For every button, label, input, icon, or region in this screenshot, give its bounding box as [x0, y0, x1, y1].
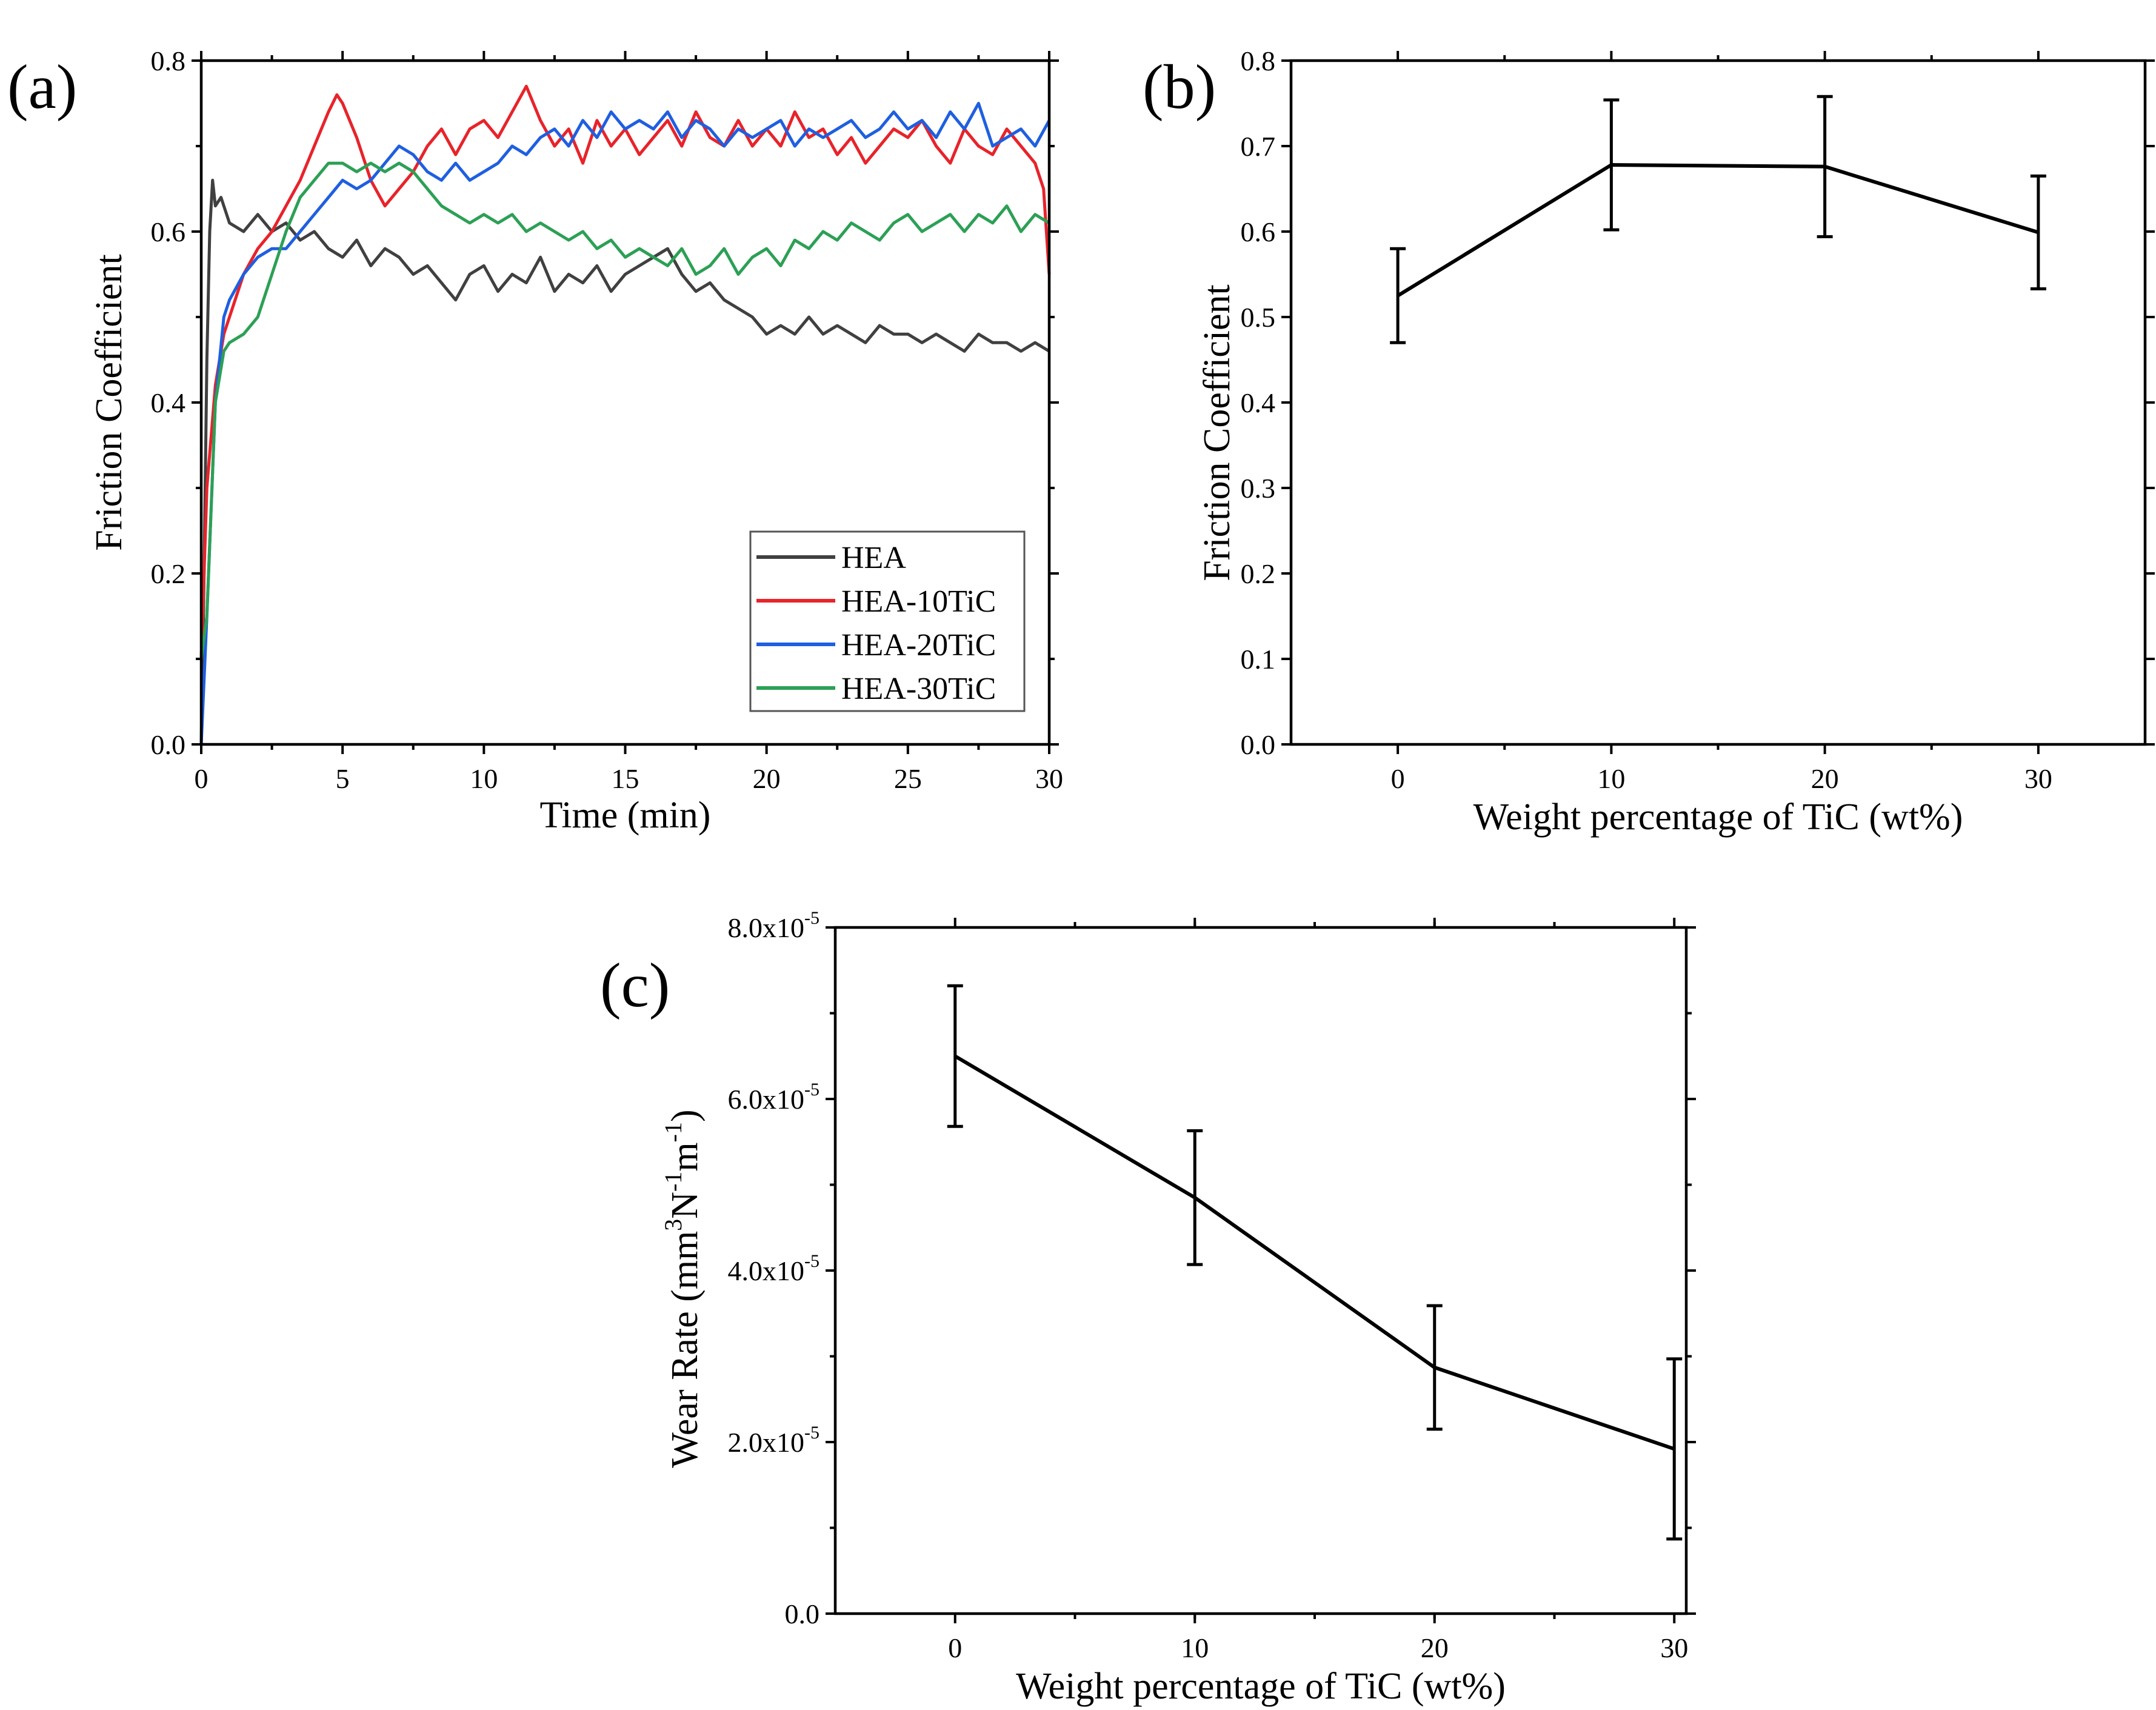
legend-label: HEA-20TiC	[841, 628, 996, 663]
panel-label: (c)	[600, 950, 670, 1020]
series-line	[954, 1054, 1675, 1451]
y-axis-title-part: N	[664, 1192, 706, 1219]
y-tick-label-base: 8.0x10	[728, 912, 805, 943]
y-tick-label: 0.7	[1241, 131, 1276, 162]
x-tick-label: 20	[753, 763, 781, 794]
y-tick-label: 8.0x10-5	[728, 908, 820, 943]
x-axis-title: Weight percentage of TiC (wt%)	[1016, 1666, 1506, 1707]
y-tick-label: 0.6	[1241, 216, 1276, 247]
y-tick-label-base: 0.0	[785, 1598, 820, 1629]
legend-label: HEA-10TiC	[841, 584, 996, 619]
y-tick-label-exponent: -5	[804, 1251, 819, 1271]
y-tick-label-base: 4.0x10	[728, 1255, 805, 1286]
y-axis-title-part: Wear Rate (mm	[664, 1231, 706, 1468]
x-tick-label: 20	[1421, 1632, 1449, 1663]
y-tick-label: 4.0x10-5	[728, 1251, 820, 1286]
x-tick-label: 30	[2024, 763, 2052, 794]
y-tick-label: 0.8	[1241, 45, 1276, 76]
y-axis-title-superscript: 3	[659, 1219, 687, 1231]
y-tick-label: 0.2	[1241, 558, 1276, 589]
x-axis-title: Time (min)	[540, 795, 711, 836]
x-tick-label: 0	[1391, 763, 1405, 794]
x-tick-label: 10	[1181, 1632, 1209, 1663]
y-tick-label: 6.0x10-5	[728, 1080, 820, 1115]
series-line	[1397, 163, 2039, 298]
x-axis-title: Weight percentage of TiC (wt%)	[1473, 797, 1963, 838]
y-tick-label: 0.4	[1241, 387, 1276, 418]
chart-panel-b: (b) Weight percentage of TiC (wt%) Frictio…	[1143, 45, 2155, 838]
y-tick-label: 0.0	[151, 729, 186, 760]
y-tick-label-base: 2.0x10	[728, 1427, 805, 1458]
y-axis-title-part: )	[664, 1109, 706, 1122]
series-line-hea	[199, 178, 1050, 745]
chart-panel-c: (c) Weight percentage of TiC (wt%) Wear Ra…	[600, 908, 1696, 1707]
y-tick-label: 0.8	[151, 45, 186, 76]
y-tick-label: 0.5	[1241, 302, 1276, 333]
y-tick-label: 0.0	[1241, 729, 1276, 760]
chart-panel-a: (a) Time (min) Friction Coefficient 0 5 10 15 2…	[7, 45, 1063, 836]
y-tick-label: 0.1	[1241, 644, 1276, 675]
x-tick-label: 25	[894, 763, 922, 794]
y-axis-title-superscript: -1	[659, 1172, 687, 1192]
series-line-hea-10tic	[199, 84, 1051, 660]
x-tick-label: 30	[1660, 1632, 1688, 1663]
x-tick-label: 30	[1035, 763, 1063, 794]
y-axis-title: Friction Coefficient	[1196, 284, 1238, 581]
x-tick-label: 20	[1811, 763, 1839, 794]
y-tick-label-exponent: -5	[804, 908, 819, 928]
x-tick-label: 5	[336, 763, 350, 794]
y-tick-label: 0.2	[151, 558, 186, 589]
y-axis-title: Wear Rate (mm3N-1m-1)	[659, 1109, 706, 1468]
y-axis-title-superscript: -1	[659, 1122, 687, 1142]
y-tick-label: 0.4	[151, 387, 186, 418]
y-tick-label: 2.0x10-5	[728, 1423, 820, 1458]
legend-box	[749, 530, 1026, 712]
legend-label: HEA-30TiC	[841, 672, 996, 706]
y-axis-title: Friction Coefficient	[88, 254, 130, 551]
y-tick-label: 0.6	[151, 216, 186, 247]
y-tick-label-exponent: -5	[804, 1423, 819, 1443]
series-line-hea-20tic	[199, 102, 1051, 745]
panel-label: (b)	[1143, 52, 1216, 122]
y-tick-label: 0.3	[1241, 473, 1276, 504]
x-tick-label: 0	[948, 1632, 962, 1663]
x-tick-label: 15	[612, 763, 639, 794]
panel-label: (a)	[7, 52, 77, 122]
series-line-hea-30tic	[199, 161, 1050, 660]
y-tick-label-base: 6.0x10	[728, 1084, 805, 1115]
y-axis-title-part: m	[664, 1142, 706, 1171]
y-tick-label: 0.0	[785, 1598, 820, 1629]
x-tick-label: 10	[470, 763, 498, 794]
legend-label: HEA	[841, 541, 906, 575]
y-tick-label-exponent: -5	[804, 1080, 819, 1100]
x-tick-label: 10	[1597, 763, 1625, 794]
x-tick-label: 0	[195, 763, 209, 794]
